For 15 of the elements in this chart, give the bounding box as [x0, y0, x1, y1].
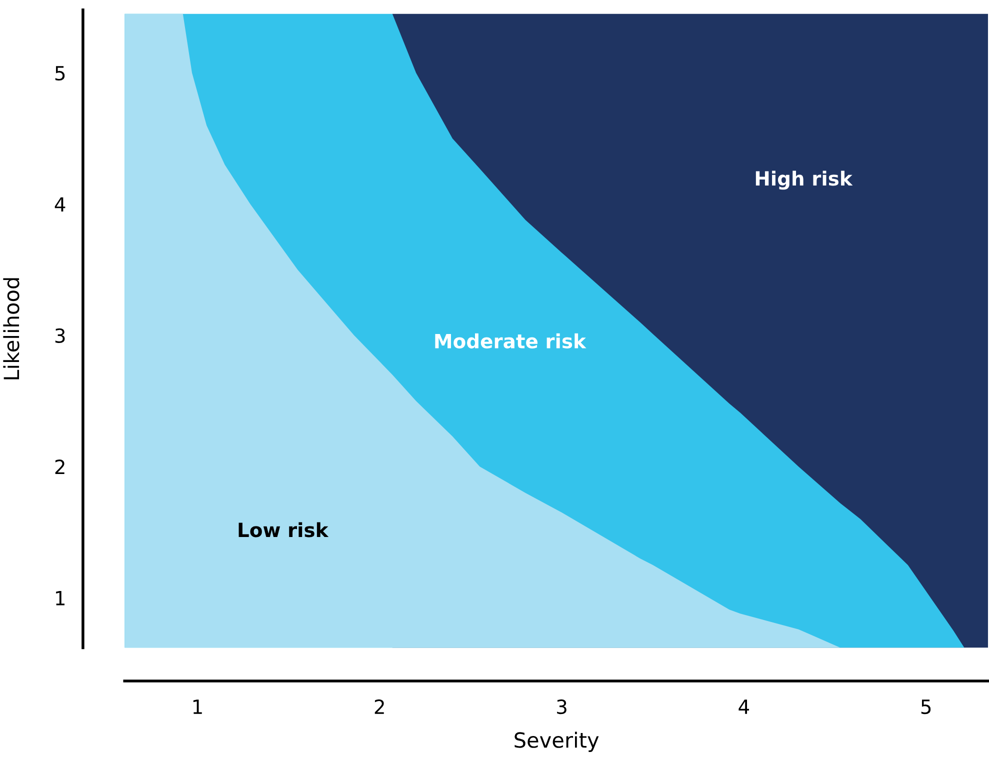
y-tick-label: 3 — [55, 328, 65, 344]
x-tick-label: 3 — [557, 699, 566, 714]
y-tick-label: 5 — [55, 66, 65, 81]
x-tick-label: 5 — [921, 700, 931, 714]
x-axis-title: Severity — [514, 732, 599, 752]
x-tick-label: 4 — [738, 700, 750, 714]
series-label: Low risk — [238, 522, 329, 538]
y-tick-label: 4 — [54, 197, 66, 212]
y-tick-label: 1 — [56, 591, 64, 606]
y-tick-label: 2 — [55, 460, 64, 474]
series-label: Moderate risk — [435, 333, 586, 348]
series-label: High risk — [756, 170, 853, 190]
x-tick-label: 1 — [193, 700, 202, 714]
y-axis-title: Likelihood — [3, 278, 20, 380]
x-tick-label: 2 — [374, 699, 384, 714]
